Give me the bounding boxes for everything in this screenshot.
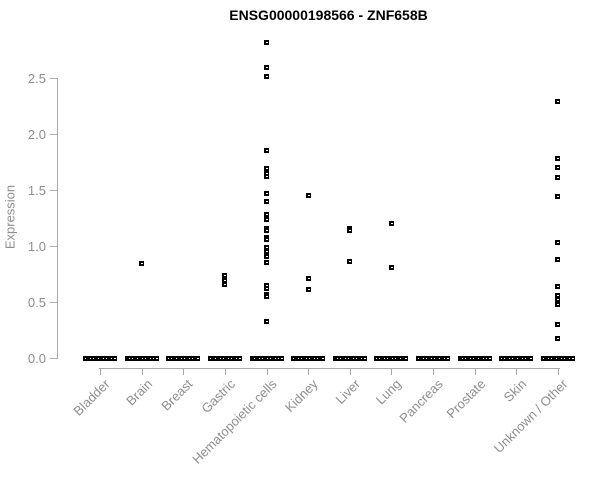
data-point: [555, 175, 560, 180]
x-tick-mark: [433, 368, 434, 375]
data-point: [555, 293, 560, 298]
y-tick-label: 0.5: [27, 295, 46, 310]
data-point: [139, 261, 144, 266]
y-tick-mark: [50, 246, 57, 247]
x-tick-mark: [516, 368, 517, 375]
x-tick-mark: [308, 368, 309, 375]
data-point: [264, 254, 269, 259]
data-point: [555, 336, 560, 341]
zero-band-point: [403, 356, 408, 361]
data-point: [347, 259, 352, 264]
data-point: [222, 278, 227, 283]
zero-band-point: [362, 356, 367, 361]
data-point: [306, 193, 311, 198]
data-point: [264, 283, 269, 288]
zero-band-point: [237, 356, 242, 361]
data-point: [555, 297, 560, 302]
zero-band-point: [112, 356, 117, 361]
data-point: [306, 276, 311, 281]
data-point: [555, 156, 560, 161]
data-point: [264, 228, 269, 233]
data-point: [264, 237, 269, 242]
x-tick-mark: [100, 368, 101, 375]
data-point: [264, 286, 269, 291]
x-tick-label: Skin: [500, 376, 529, 405]
x-tick-label: Prostate: [443, 376, 488, 422]
y-tick-mark: [50, 190, 57, 191]
data-point: [389, 265, 394, 270]
data-point: [264, 166, 269, 171]
data-point: [264, 260, 269, 265]
data-point: [389, 221, 394, 226]
y-axis-line: [57, 78, 58, 359]
y-tick-label: 1.5: [27, 183, 46, 198]
data-point: [264, 249, 269, 254]
x-tick-label: Lung: [372, 376, 404, 408]
y-tick-mark: [50, 134, 57, 135]
data-point: [264, 191, 269, 196]
x-tick-label: Hematopoietic cells: [189, 376, 280, 467]
data-point: [264, 148, 269, 153]
x-tick-label: Gastric: [198, 376, 238, 417]
chart-title: ENSG00000198566 - ZNF658B: [229, 7, 428, 23]
x-tick-mark: [475, 368, 476, 375]
data-point: [555, 240, 560, 245]
data-point: [264, 74, 269, 79]
zero-band-point: [570, 356, 575, 361]
x-tick-mark: [183, 368, 184, 375]
x-tick-mark: [225, 368, 226, 375]
data-point: [264, 319, 269, 324]
x-tick-label: Pancreas: [396, 376, 446, 426]
x-tick-label: Breast: [158, 376, 196, 414]
y-tick-mark: [50, 358, 57, 359]
data-point: [555, 165, 560, 170]
zero-band-point: [154, 356, 159, 361]
y-tick-label: 1.0: [27, 239, 46, 254]
x-tick-mark: [267, 368, 268, 375]
x-tick-mark: [350, 368, 351, 375]
data-point: [555, 302, 560, 307]
data-point: [264, 212, 269, 217]
data-point: [555, 322, 560, 327]
data-point: [306, 287, 311, 292]
y-tick-label: 0.0: [27, 351, 46, 366]
x-tick-mark: [391, 368, 392, 375]
x-tick-mark: [142, 368, 143, 375]
data-point: [555, 257, 560, 262]
x-tick-mark: [558, 368, 559, 375]
data-point: [264, 245, 269, 250]
data-point: [264, 294, 269, 299]
data-point: [347, 228, 352, 233]
data-point: [264, 65, 269, 70]
data-point: [555, 99, 560, 104]
zero-band-point: [195, 356, 200, 361]
y-tick-mark: [50, 78, 57, 79]
data-point: [555, 194, 560, 199]
x-axis-line: [99, 368, 560, 369]
x-tick-label: Brain: [122, 376, 155, 409]
data-point: [264, 40, 269, 45]
data-point: [264, 199, 269, 204]
y-tick-label: 2.5: [27, 71, 46, 86]
x-tick-label: Unknown / Other: [491, 376, 571, 456]
x-tick-label: Bladder: [70, 376, 113, 419]
data-point: [222, 282, 227, 287]
x-tick-label: Kidney: [282, 376, 321, 416]
zero-band-point: [445, 356, 450, 361]
x-tick-label: Liver: [332, 376, 363, 407]
data-point: [555, 284, 560, 289]
zero-band-point: [487, 356, 492, 361]
zero-band-point: [320, 356, 325, 361]
y-tick-mark: [50, 302, 57, 303]
data-point: [264, 171, 269, 176]
data-point: [222, 273, 227, 278]
zero-band-point: [528, 356, 533, 361]
y-tick-label: 2.0: [27, 127, 46, 142]
data-point: [264, 217, 269, 222]
zero-band-point: [279, 356, 284, 361]
data-point: [264, 174, 269, 179]
